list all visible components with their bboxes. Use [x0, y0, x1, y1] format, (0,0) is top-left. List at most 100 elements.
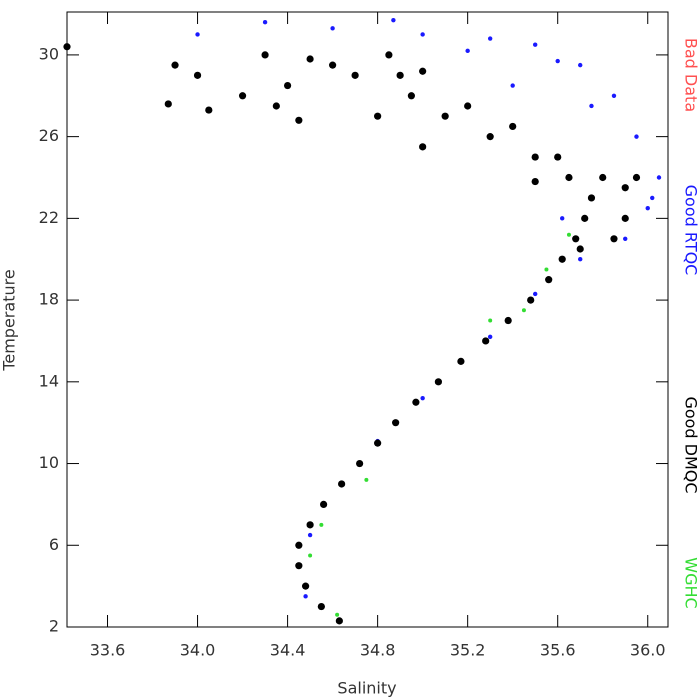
x-tick-label: 34.4 [270, 641, 306, 660]
x-axis-label: Salinity [337, 679, 396, 698]
point [589, 103, 594, 109]
y-tick-label: 14 [39, 371, 59, 390]
point [555, 58, 560, 64]
point [578, 62, 583, 68]
point [566, 232, 571, 237]
point [656, 175, 662, 180]
point [531, 153, 539, 161]
point [544, 267, 549, 272]
point [295, 116, 303, 124]
legend-entry: Good RTQC [682, 185, 700, 276]
point [407, 92, 415, 100]
point [545, 276, 553, 284]
point [205, 106, 213, 114]
x-tick-label: 35.2 [450, 641, 486, 660]
point [319, 522, 324, 527]
point [329, 61, 337, 69]
point [164, 100, 172, 108]
y-tick-label: 18 [39, 290, 59, 309]
point [195, 32, 200, 37]
point [262, 20, 268, 25]
x-tick-label: 34.0 [180, 641, 216, 660]
y-tick-label: 22 [39, 208, 59, 227]
plot-frame [66, 11, 669, 628]
point [374, 439, 382, 447]
point [306, 55, 314, 63]
point [419, 143, 427, 151]
point [554, 153, 562, 161]
point [532, 291, 538, 297]
legend-entry: Bad Data [682, 38, 700, 112]
point [420, 395, 425, 401]
point [510, 83, 515, 88]
point [581, 214, 589, 222]
point [509, 122, 517, 131]
point [645, 205, 650, 211]
point [560, 216, 565, 221]
point [464, 102, 472, 110]
point [486, 133, 494, 141]
point [611, 93, 617, 98]
y-tick-label: 26 [39, 126, 59, 145]
point [364, 477, 369, 482]
point [317, 602, 325, 611]
point [330, 26, 335, 31]
point [295, 541, 303, 549]
point [307, 532, 313, 538]
point [374, 112, 382, 120]
point [488, 318, 493, 323]
y-axis-label: Temperature [0, 269, 19, 371]
point [335, 612, 340, 617]
point [295, 562, 303, 570]
point [621, 214, 629, 222]
point [420, 32, 425, 37]
legend-entry: Good DMQC [682, 396, 700, 493]
point [634, 134, 639, 139]
point [621, 184, 629, 192]
point [482, 337, 490, 345]
point [531, 177, 539, 186]
point [303, 594, 308, 599]
point [238, 92, 247, 100]
point [623, 236, 628, 241]
point [521, 308, 526, 313]
point [306, 521, 314, 529]
x-tick-label: 33.6 [90, 641, 126, 660]
point [527, 296, 535, 304]
point [441, 112, 449, 120]
point [385, 51, 393, 59]
y-tick-label: 30 [39, 44, 59, 63]
point [412, 398, 420, 406]
point [272, 102, 280, 110]
point [572, 235, 580, 243]
point [587, 194, 596, 202]
point [576, 245, 584, 253]
point [338, 480, 346, 488]
y-tick-label: 6 [49, 535, 59, 554]
point [63, 43, 71, 51]
point [578, 257, 583, 262]
point [351, 71, 359, 79]
point [487, 36, 493, 41]
point [558, 255, 566, 263]
point [457, 357, 465, 365]
point [396, 71, 404, 79]
point [335, 617, 343, 625]
point [171, 61, 179, 69]
point [320, 500, 328, 509]
y-tick-label: 10 [39, 453, 59, 472]
x-tick-label: 35.6 [540, 641, 576, 660]
point [650, 195, 655, 201]
point [632, 173, 641, 182]
point [565, 173, 573, 182]
point [392, 419, 400, 427]
x-tick-label: 36.0 [630, 641, 666, 660]
y-tick-label: 2 [49, 617, 59, 636]
legend-entry: WGHC [682, 557, 700, 608]
point [283, 81, 292, 90]
point [532, 42, 538, 47]
x-tick-label: 34.8 [360, 641, 396, 660]
point [391, 17, 396, 23]
